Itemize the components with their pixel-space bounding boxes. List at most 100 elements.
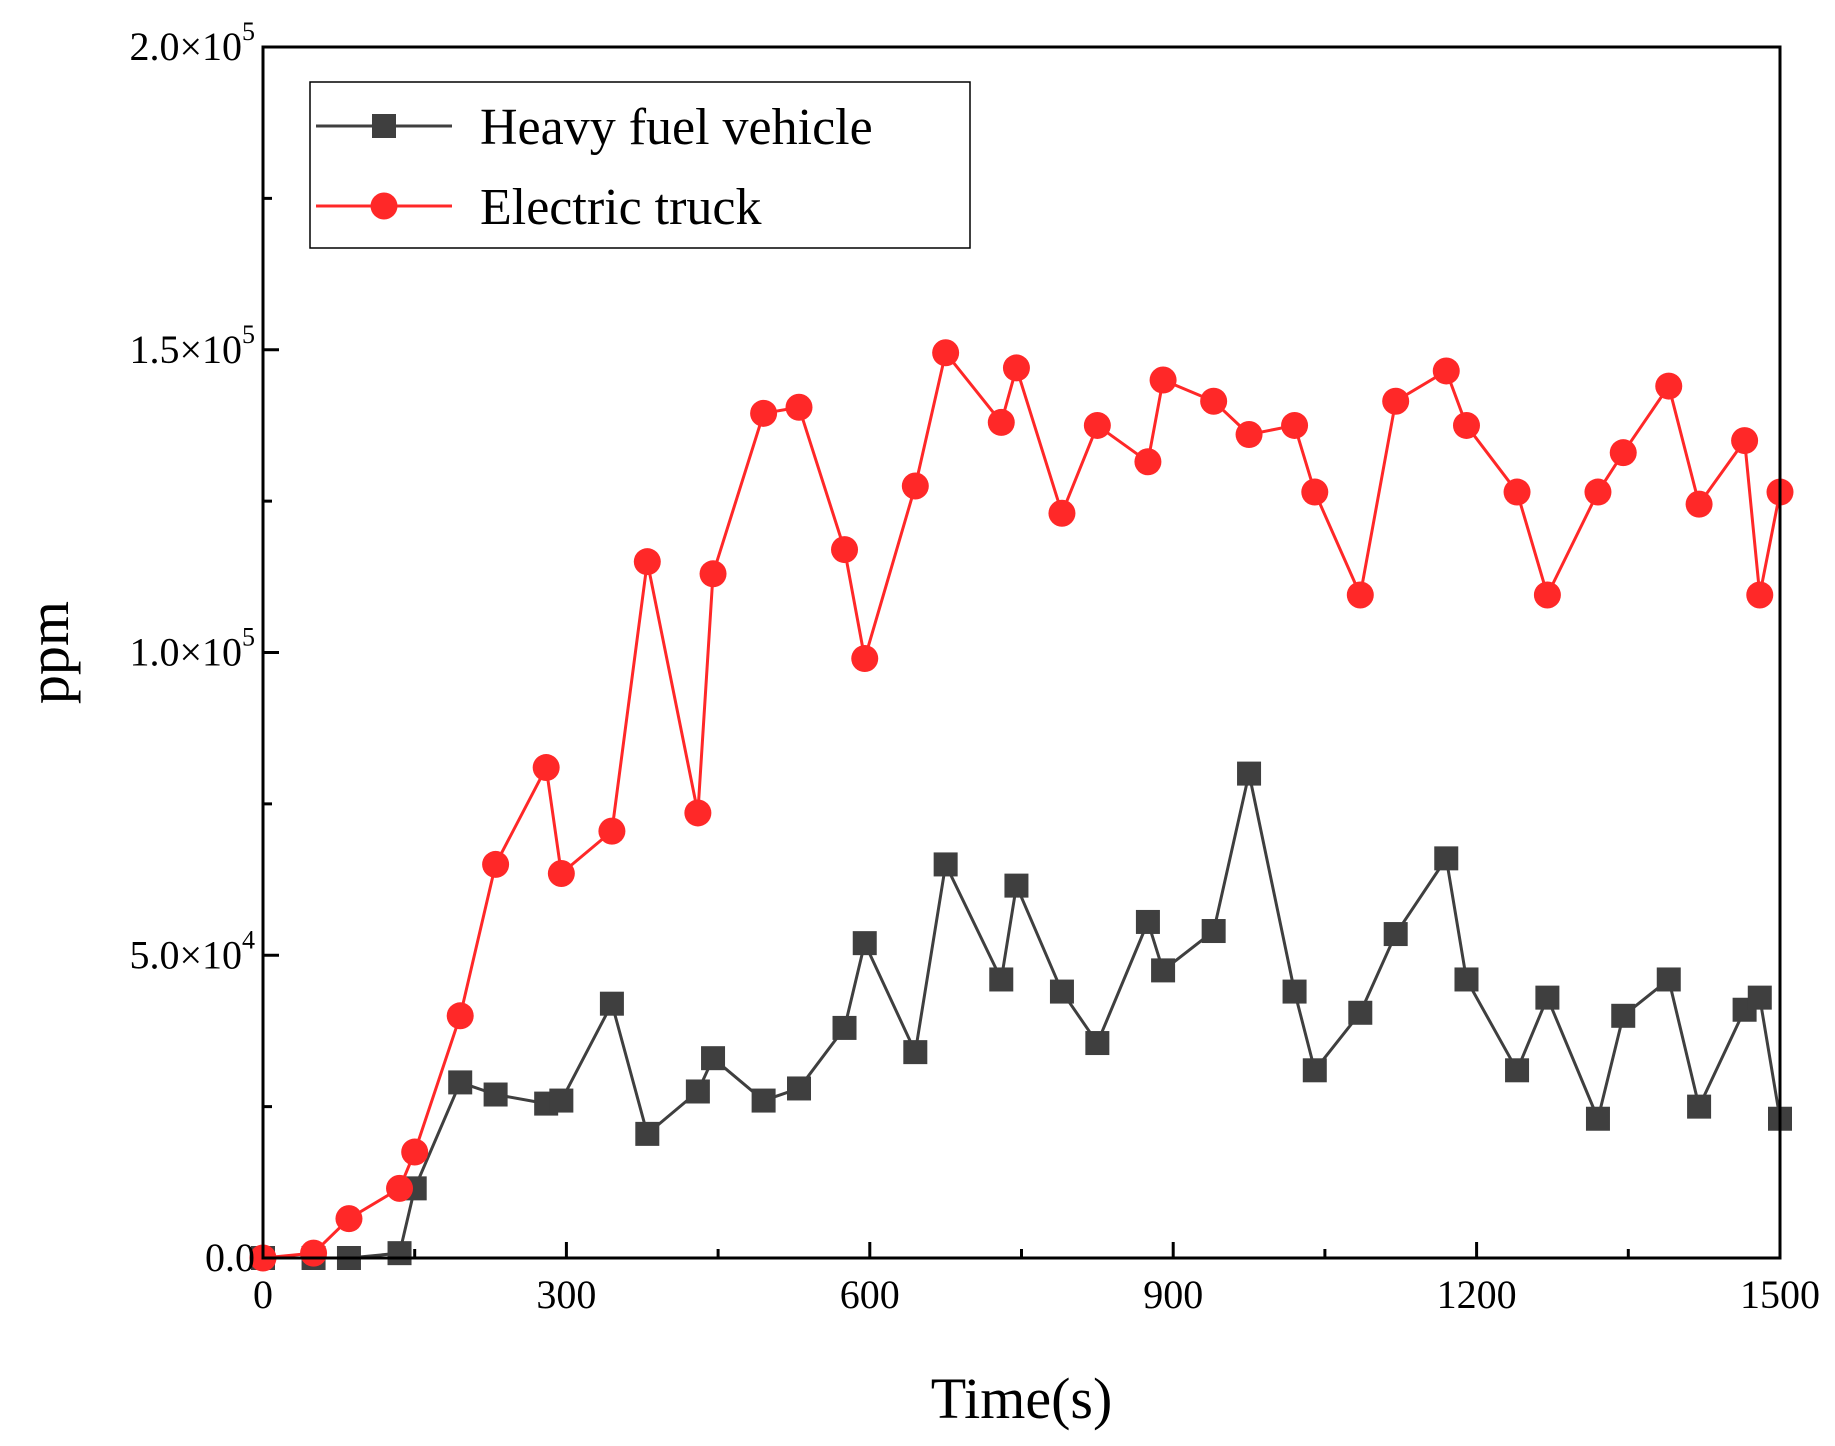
legend-marker-electric-truck — [370, 192, 398, 220]
x-tick-label: 600 — [840, 1272, 900, 1317]
data-point-electric-truck — [1346, 581, 1374, 609]
data-point-heavy-fuel-vehicle — [483, 1082, 508, 1107]
data-point-electric-truck — [987, 408, 1015, 436]
data-point-heavy-fuel-vehicle — [787, 1076, 812, 1101]
x-tick-label: 0 — [253, 1272, 273, 1317]
data-point-electric-truck — [1235, 421, 1263, 449]
data-point-heavy-fuel-vehicle — [1505, 1058, 1530, 1083]
data-point-heavy-fuel-vehicle — [1434, 846, 1459, 871]
data-point-electric-truck — [1609, 439, 1637, 467]
x-tick-label: 1200 — [1437, 1272, 1517, 1317]
data-point-heavy-fuel-vehicle — [1201, 919, 1226, 944]
data-point-electric-truck — [684, 799, 712, 827]
legend-label-heavy-fuel-vehicle: Heavy fuel vehicle — [480, 99, 873, 156]
data-point-electric-truck — [851, 645, 879, 673]
data-point-electric-truck — [1048, 499, 1076, 527]
y-tick-label: 0.0 — [205, 1235, 255, 1280]
data-point-electric-truck — [386, 1174, 414, 1202]
data-point-heavy-fuel-vehicle — [1656, 967, 1681, 992]
y-axis-title: ppm — [16, 601, 81, 704]
data-point-heavy-fuel-vehicle — [599, 991, 624, 1016]
series-line-electric-truck — [262, 351, 1782, 1260]
data-point-heavy-fuel-vehicle — [852, 931, 877, 956]
data-point-electric-truck — [446, 1002, 474, 1030]
legend-label-electric-truck: Electric truck — [480, 179, 762, 236]
data-point-electric-truck — [1746, 581, 1774, 609]
data-point-heavy-fuel-vehicle — [635, 1121, 660, 1146]
data-point-heavy-fuel-vehicle — [1687, 1094, 1712, 1119]
y-tick-label: 1.5×105 — [129, 320, 255, 372]
y-tick-labels: 0.0 5.0×104 1.0×105 1.5×105 2.0×105 — [129, 17, 255, 1280]
y-tick-label: 5.0×104 — [129, 925, 255, 977]
legend-box — [309, 81, 971, 249]
data-point-electric-truck — [598, 817, 626, 845]
data-point-electric-truck — [1149, 366, 1177, 394]
data-point-electric-truck — [1301, 478, 1329, 506]
data-point-heavy-fuel-vehicle — [1302, 1058, 1327, 1083]
data-point-heavy-fuel-vehicle — [1237, 761, 1262, 786]
data-point-electric-truck — [547, 860, 575, 888]
data-point-electric-truck — [699, 560, 727, 588]
plot-frame — [261, 45, 1782, 1260]
y-tick-label: 1.0×105 — [129, 623, 255, 675]
data-point-heavy-fuel-vehicle — [685, 1079, 710, 1104]
x-tick-label: 900 — [1143, 1272, 1203, 1317]
data-point-electric-truck — [785, 393, 813, 421]
data-point-electric-truck — [1452, 411, 1480, 439]
data-point-heavy-fuel-vehicle — [1085, 1031, 1110, 1056]
data-point-electric-truck — [750, 399, 778, 427]
legend: Heavy fuel vehicle Electric truck — [309, 81, 971, 249]
data-point-heavy-fuel-vehicle — [1454, 967, 1479, 992]
data-point-electric-truck — [401, 1138, 429, 1166]
data-point-heavy-fuel-vehicle — [1004, 873, 1029, 898]
data-point-electric-truck — [300, 1239, 328, 1267]
data-point-electric-truck — [532, 754, 560, 782]
data-point-heavy-fuel-vehicle — [832, 1015, 857, 1040]
data-point-heavy-fuel-vehicle — [1585, 1106, 1610, 1131]
series-line-heavy-fuel-vehicle — [263, 772, 1782, 1260]
data-point-heavy-fuel-vehicle — [701, 1046, 726, 1071]
data-point-heavy-fuel-vehicle — [903, 1040, 928, 1065]
data-point-electric-truck — [335, 1205, 363, 1233]
x-tick-label: 300 — [536, 1272, 596, 1317]
data-point-heavy-fuel-vehicle — [1611, 1003, 1636, 1028]
data-point-heavy-fuel-vehicle — [1383, 922, 1408, 947]
data-point-heavy-fuel-vehicle — [1049, 979, 1074, 1004]
data-point-heavy-fuel-vehicle — [1135, 909, 1160, 934]
data-point-electric-truck — [1134, 448, 1162, 476]
data-point-electric-truck — [1731, 427, 1759, 455]
data-point-electric-truck — [1503, 478, 1531, 506]
data-point-heavy-fuel-vehicle — [989, 967, 1014, 992]
data-point-electric-truck — [1083, 411, 1111, 439]
x-tick-label: 1500 — [1740, 1272, 1820, 1317]
data-point-heavy-fuel-vehicle — [387, 1241, 412, 1266]
data-point-electric-truck — [932, 339, 960, 367]
data-point-electric-truck — [1533, 581, 1561, 609]
data-point-heavy-fuel-vehicle — [933, 852, 958, 877]
data-point-electric-truck — [1382, 387, 1410, 415]
data-point-heavy-fuel-vehicle — [1535, 985, 1560, 1010]
data-point-electric-truck — [482, 850, 510, 878]
data-point-electric-truck — [1685, 490, 1713, 518]
data-point-heavy-fuel-vehicle — [751, 1088, 776, 1113]
legend-marker-heavy-fuel-vehicle — [372, 114, 396, 138]
y-tick-label: 2.0×105 — [129, 17, 255, 69]
data-point-heavy-fuel-vehicle — [1747, 985, 1772, 1010]
data-point-heavy-fuel-vehicle — [1282, 979, 1307, 1004]
data-point-electric-truck — [1200, 387, 1228, 415]
data-point-heavy-fuel-vehicle — [1348, 1000, 1373, 1025]
data-point-electric-truck — [1281, 411, 1309, 439]
x-tick-labels: 0 300 600 900 1200 1500 — [253, 1272, 1820, 1317]
data-point-electric-truck — [901, 472, 929, 500]
data-point-heavy-fuel-vehicle — [448, 1070, 473, 1095]
data-point-electric-truck — [831, 536, 859, 564]
data-point-electric-truck — [633, 548, 661, 576]
data-point-electric-truck — [1432, 357, 1460, 385]
series-layer — [249, 339, 1794, 1272]
x-axis-title: Time(s) — [931, 1366, 1113, 1431]
data-point-electric-truck — [1002, 354, 1030, 382]
data-point-heavy-fuel-vehicle — [1151, 958, 1176, 983]
data-point-heavy-fuel-vehicle — [549, 1088, 574, 1113]
